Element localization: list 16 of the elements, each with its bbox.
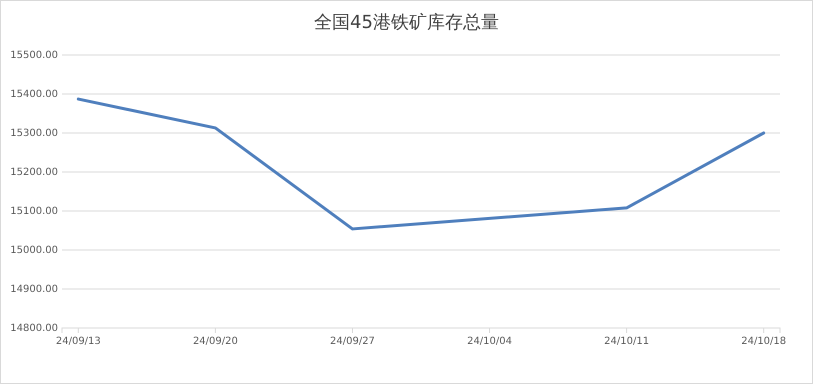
- x-tick-label: 24/09/27: [330, 336, 375, 348]
- y-tick-label: 14800.00: [10, 323, 58, 334]
- x-tick-label: 24/10/18: [741, 336, 786, 348]
- y-tick-label: 15200.00: [10, 167, 58, 178]
- x-tick-label: 24/09/13: [56, 336, 101, 348]
- y-tick-label: 15400.00: [10, 89, 58, 100]
- y-tick-label: 15300.00: [10, 128, 58, 140]
- y-tick-label: 14900.00: [10, 284, 58, 296]
- x-tick-label: 24/09/20: [192, 336, 238, 348]
- chart-title: 全国45港铁矿库存总量: [314, 12, 499, 33]
- x-tick-label: 24/10/04: [467, 336, 512, 348]
- line-series: [76, 98, 766, 230]
- y-tick-label: 15500.00: [10, 50, 58, 62]
- y-tick-label: 15000.00: [10, 245, 58, 256]
- y-tick-label: 15100.00: [10, 206, 58, 218]
- x-tick-label: 24/10/11: [604, 336, 650, 348]
